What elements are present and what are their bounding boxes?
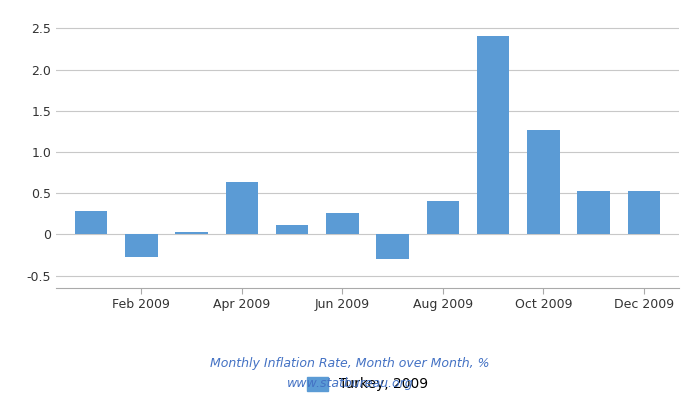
Bar — [225, 182, 258, 234]
Bar — [527, 130, 560, 234]
Bar — [175, 232, 208, 234]
Text: Monthly Inflation Rate, Month over Month, %: Monthly Inflation Rate, Month over Month… — [210, 358, 490, 370]
Bar — [377, 234, 409, 259]
Bar — [578, 191, 610, 234]
Bar — [627, 191, 660, 234]
Bar — [326, 213, 358, 234]
Bar — [276, 224, 309, 234]
Bar — [477, 36, 510, 234]
Text: www.statbureau.org: www.statbureau.org — [287, 378, 413, 390]
Bar — [125, 234, 158, 257]
Legend: Turkey, 2009: Turkey, 2009 — [302, 371, 433, 397]
Bar — [426, 202, 459, 234]
Bar — [75, 210, 108, 234]
